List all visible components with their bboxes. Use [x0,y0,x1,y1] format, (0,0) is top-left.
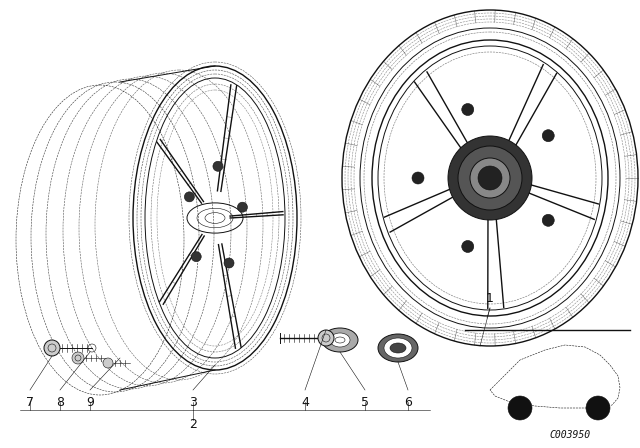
Ellipse shape [378,334,418,362]
Ellipse shape [384,338,412,358]
Text: 7: 7 [26,396,34,409]
Circle shape [237,202,248,212]
Text: 4: 4 [301,396,309,409]
Text: 5: 5 [361,396,369,409]
Text: C003950: C003950 [549,430,591,440]
Text: 9: 9 [86,396,94,409]
Circle shape [191,252,201,262]
Circle shape [542,214,554,226]
Circle shape [72,352,84,364]
Text: 2: 2 [189,418,197,431]
Circle shape [461,103,474,116]
Circle shape [586,396,610,420]
Ellipse shape [330,333,350,347]
Circle shape [103,358,113,368]
Circle shape [184,192,195,202]
Text: 1: 1 [486,292,494,305]
Circle shape [508,396,532,420]
Circle shape [412,172,424,184]
Text: 6: 6 [404,396,412,409]
Ellipse shape [478,166,502,190]
Text: 8: 8 [56,396,64,409]
Circle shape [44,340,60,356]
Circle shape [461,241,474,253]
Ellipse shape [470,158,510,198]
Ellipse shape [390,343,406,353]
Circle shape [318,330,334,346]
Circle shape [213,161,223,171]
Circle shape [542,129,554,142]
Text: 3: 3 [189,396,197,409]
Ellipse shape [458,146,522,210]
Ellipse shape [448,136,532,220]
Ellipse shape [322,328,358,352]
Circle shape [224,258,234,268]
